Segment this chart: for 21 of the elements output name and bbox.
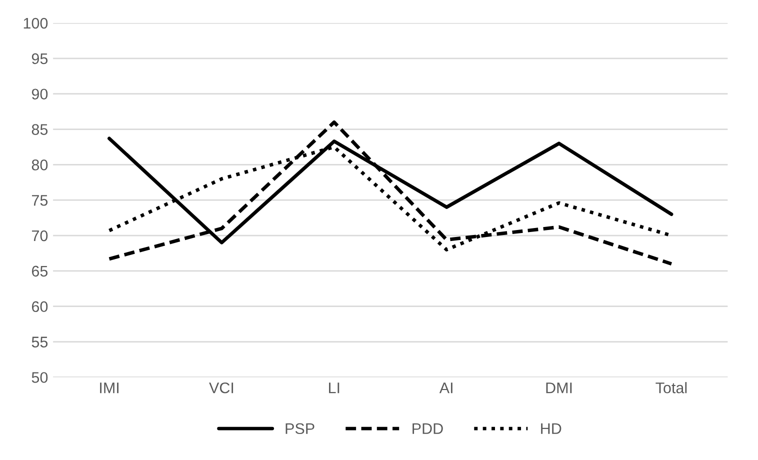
y-tick-label: 80: [32, 160, 48, 170]
y-tick-label: 60: [32, 301, 48, 312]
line-series: [108, 120, 674, 266]
y-tick-label: 100: [24, 18, 48, 29]
legend-label: HD: [541, 423, 562, 434]
x-tick-label: DMI: [546, 382, 572, 394]
y-tick-label: 65: [32, 266, 48, 277]
legend-label: PSP: [286, 423, 314, 434]
x-tick-label: Total: [656, 382, 687, 394]
x-tick-label: AI: [439, 382, 452, 394]
y-tick-label: 70: [32, 230, 48, 242]
y-tick-label: 90: [32, 88, 48, 100]
y-tick-label: 85: [32, 124, 48, 135]
legend-label: PDD: [412, 423, 443, 434]
y-tick-label: 75: [32, 195, 48, 206]
y-tick-label: 50: [32, 372, 48, 383]
y-tick-label: 95: [32, 53, 48, 64]
y-tick-label: 55: [32, 336, 48, 348]
x-tick-label: IMI: [100, 382, 118, 394]
x-tick-label: LI: [329, 382, 340, 394]
x-tick-label: VCI: [209, 382, 234, 394]
